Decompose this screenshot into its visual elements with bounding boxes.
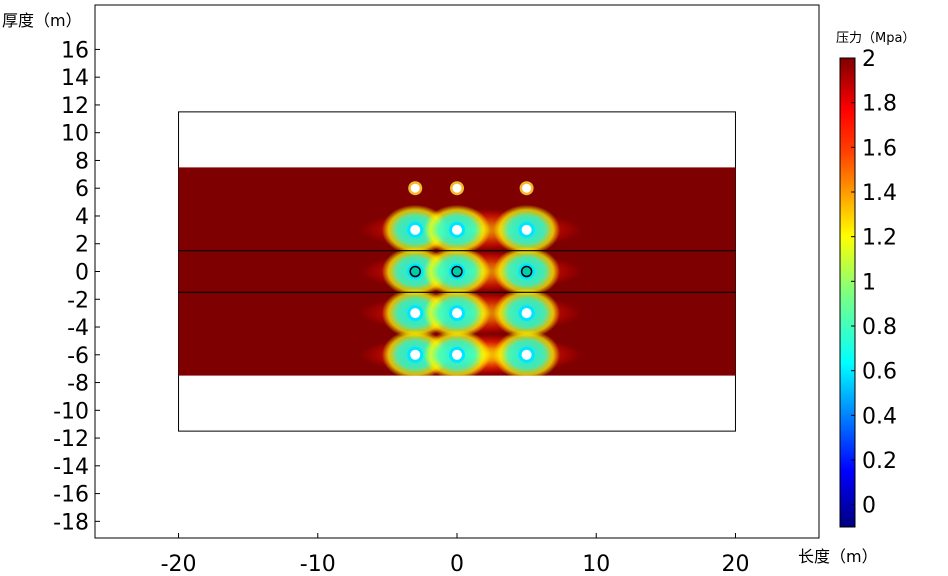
x-tick-label: 0 (450, 552, 464, 576)
x-tick-label: 10 (582, 552, 610, 576)
colorbar-tick-label: 1 (862, 270, 876, 295)
y-axis-label: 厚度（m） (2, 11, 82, 30)
borehole-marker (522, 183, 532, 193)
colorbar-tick-label: 1.6 (862, 136, 897, 161)
colorbar-ticks: 0 0.2 0.4 0.6 0.8 1 1.2 1.4 1.6 1.8 2 (851, 47, 897, 519)
colorbar-tick-label: 2 (862, 47, 876, 72)
y-tick-label: 8 (75, 149, 89, 174)
y-tick-label: 4 (75, 205, 89, 230)
y-tick-label: -14 (53, 455, 89, 480)
x-tick-label: -20 (161, 552, 197, 576)
borehole-marker (410, 308, 421, 319)
colorbar (839, 57, 856, 528)
y-tick-label: -16 (53, 483, 89, 508)
borehole-marker (410, 183, 420, 193)
borehole-marker (409, 265, 421, 278)
borehole-marker (410, 224, 421, 235)
borehole-marker (452, 183, 462, 193)
borehole-marker (451, 265, 463, 278)
y-tick-label: -2 (67, 288, 89, 313)
borehole-markers (407, 181, 535, 363)
colorbar-tick-label: 0 (862, 494, 876, 519)
y-tick-label: -10 (53, 399, 89, 424)
colorbar-tick-label: 0.8 (862, 315, 897, 340)
x-axis-ticks: -20 -10 0 10 20 (161, 533, 749, 576)
borehole-marker (521, 308, 532, 319)
borehole-marker (452, 224, 462, 235)
x-axis-label: 长度（m） (798, 547, 878, 566)
y-tick-label: 14 (61, 66, 89, 91)
y-axis-ticks: -18-16 -14 -12 -10-8 -6 -4 -20 2 4 6 810 12 14 16 (53, 38, 100, 535)
y-tick-label: -8 (67, 372, 89, 397)
colorbar-tick-label: 1.8 (862, 92, 897, 117)
colorbar-tick-label: 0.4 (862, 404, 897, 429)
colorbar-tick-label: 0.6 (862, 360, 897, 385)
y-tick-label: 2 (75, 233, 89, 258)
y-tick-label: 12 (61, 94, 89, 119)
y-tick-label: 6 (75, 177, 89, 202)
y-tick-label: 10 (61, 122, 89, 147)
colorbar-tick-label: 1.2 (862, 226, 897, 251)
layer-divider-lines (178, 250, 736, 293)
borehole-marker (410, 349, 421, 360)
colorbar-tick-label: 1.4 (862, 181, 897, 206)
y-tick-label: 16 (61, 38, 89, 63)
borehole-marker (520, 265, 533, 278)
y-tick-label: -4 (67, 316, 89, 341)
x-tick-label: -10 (300, 552, 336, 576)
borehole-marker (521, 224, 532, 235)
borehole-marker (452, 349, 462, 360)
x-tick-label: 20 (721, 552, 749, 576)
borehole-marker (452, 308, 462, 319)
y-tick-label: 0 (75, 261, 89, 286)
y-tick-label: -12 (53, 427, 89, 452)
colorbar-label: 压力（Mpa） (836, 31, 915, 46)
y-tick-label: -6 (67, 344, 89, 369)
y-tick-label: -18 (53, 510, 89, 535)
borehole-marker (521, 349, 532, 360)
colorbar-tick-label: 0.2 (862, 449, 897, 474)
